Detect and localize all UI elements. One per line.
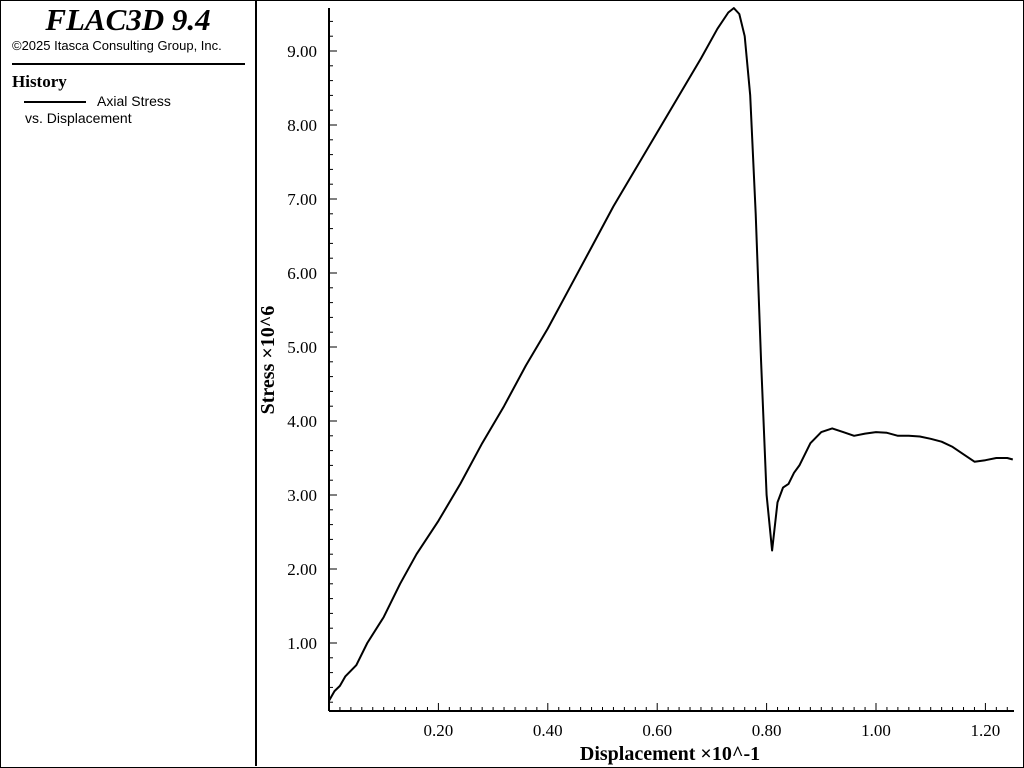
y-axis-ticks: 1.00 2.00 3.00 4.00 5.00 6.00 7.00 8.00 9.00 <box>287 20 337 703</box>
y-tick-label: 1.00 <box>287 634 317 653</box>
x-tick-label: 1.00 <box>861 721 891 740</box>
x-tick-label: 0.60 <box>642 721 672 740</box>
y-axis-label: Stress ×10^6 <box>257 306 279 415</box>
legend-entry-label-continued: vs. Displacement <box>25 110 132 126</box>
y-tick-label: 4.00 <box>287 412 317 431</box>
y-tick-label: 8.00 <box>287 116 317 135</box>
app-title: FLAC3D 9.4 <box>45 2 211 37</box>
x-axis-label: Displacement ×10^-1 <box>580 743 760 765</box>
x-tick-label: 0.20 <box>424 721 454 740</box>
x-tick-label: 0.40 <box>533 721 563 740</box>
legend-line-swatch <box>24 101 86 103</box>
series-line-axial-stress <box>328 7 1014 702</box>
y-tick-label: 7.00 <box>287 190 317 209</box>
y-tick-label: 6.00 <box>287 264 317 283</box>
x-tick-label: 0.80 <box>752 721 782 740</box>
history-heading: History <box>12 72 67 91</box>
legend-entry-label: Axial Stress <box>97 93 171 109</box>
stress-displacement-chart: 1.00 2.00 3.00 4.00 5.00 6.00 7.00 8.00 9.00 0.2… <box>257 7 1014 765</box>
x-tick-label: 1.20 <box>971 721 1001 740</box>
x-axis-ticks: 0.20 0.40 0.60 0.80 1.00 1.20 <box>339 703 1008 740</box>
y-tick-label: 9.00 <box>287 42 317 61</box>
title-divider <box>12 63 245 65</box>
y-tick-label: 3.00 <box>287 486 317 505</box>
chart-axes <box>328 8 1014 712</box>
y-tick-label: 5.00 <box>287 338 317 357</box>
legend-panel: FLAC3D 9.4 ©2025 Itasca Consulting Group… <box>1 1 257 766</box>
y-tick-label: 2.00 <box>287 560 317 579</box>
chart-series <box>328 7 1014 702</box>
copyright-notice: ©2025 Itasca Consulting Group, Inc. <box>12 38 222 53</box>
